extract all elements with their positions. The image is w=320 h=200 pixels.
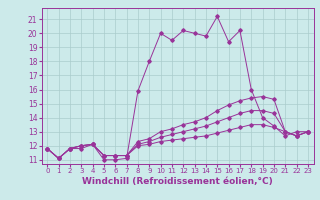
X-axis label: Windchill (Refroidissement éolien,°C): Windchill (Refroidissement éolien,°C): [82, 177, 273, 186]
